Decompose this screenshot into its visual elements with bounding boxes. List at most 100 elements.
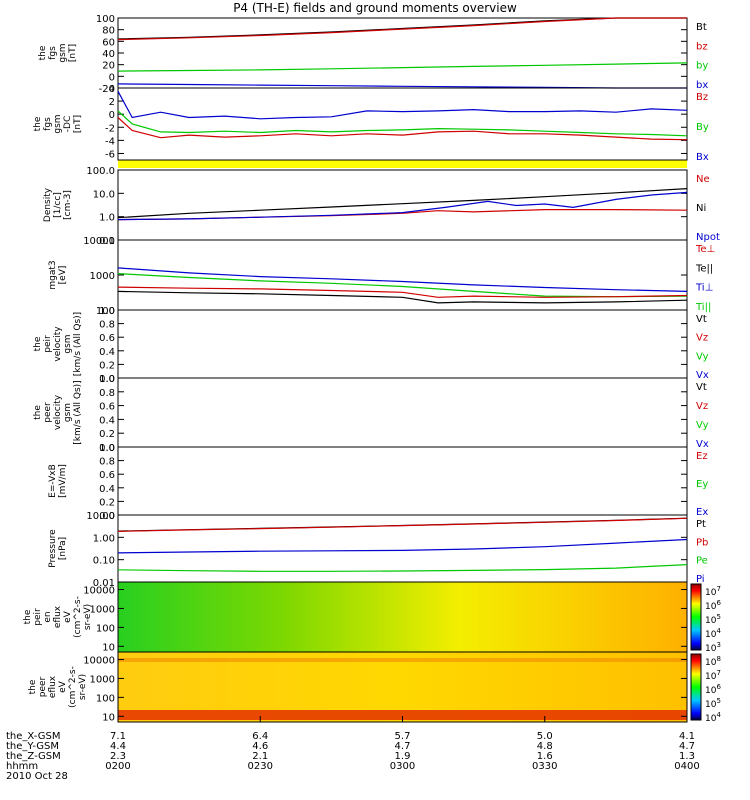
y-axis-label: velocity bbox=[53, 326, 63, 362]
panel-efield: 1.0 0.8 0.6 0.4 0.2 0.0 E=-VxB [mV/m] Ez Ey Ex bbox=[48, 443, 708, 522]
y-tick-label: 0.6 bbox=[99, 470, 115, 481]
y-tick-label: 0.0 bbox=[99, 443, 115, 454]
colorbar-label: 106 bbox=[705, 599, 721, 612]
y-axis-label: en bbox=[43, 611, 53, 622]
legend-entry: Vt bbox=[696, 382, 707, 393]
series-Bx bbox=[117, 91, 688, 120]
x-tick-label: 4.7 bbox=[395, 741, 411, 752]
series-Te⊥ bbox=[117, 286, 688, 298]
colorbar-label: 106 bbox=[705, 683, 721, 696]
legend-entry: Vx bbox=[696, 370, 709, 381]
legend-entry: Bx bbox=[696, 152, 709, 163]
legend-entry: Ey bbox=[696, 479, 708, 490]
y-tick-label: 1000 bbox=[90, 271, 115, 282]
y-tick-label: 10000 bbox=[83, 236, 115, 247]
y-tick-label: -4 bbox=[105, 136, 115, 147]
y-axis-label: gsm bbox=[63, 403, 73, 422]
series-Pb bbox=[117, 517, 688, 532]
y-tick-label: 0.01 bbox=[93, 578, 115, 589]
panel-frame bbox=[117, 169, 688, 241]
y-tick-label: 0.4 bbox=[99, 484, 115, 495]
y-tick-label: 1.0 bbox=[99, 374, 115, 385]
x-tick-label: 0230 bbox=[248, 761, 273, 772]
y-tick-label: 1000 bbox=[90, 604, 115, 615]
y-axis-label: gsm bbox=[63, 334, 73, 353]
series-Te|| bbox=[117, 290, 688, 304]
series-bx bbox=[117, 83, 687, 89]
series-Ti⊥ bbox=[117, 267, 688, 292]
legend-entry: Vt bbox=[696, 314, 707, 325]
legend-entry: Ex bbox=[696, 507, 708, 518]
y-tick-label: 0.6 bbox=[99, 402, 115, 413]
legend-entry: Te⊥ bbox=[695, 244, 715, 255]
y-tick-label: 10 bbox=[102, 642, 115, 653]
series-Ni bbox=[117, 188, 688, 219]
x-tick-label: 1.9 bbox=[395, 751, 411, 762]
y-axis-label: eV bbox=[58, 680, 68, 693]
y-tick-label: 10000 bbox=[83, 656, 115, 667]
x-tick-label: 7.1 bbox=[110, 731, 126, 742]
colorbar-label: 105 bbox=[705, 613, 721, 626]
y-tick-label: 1.0 bbox=[99, 213, 115, 224]
y-axis-label: the bbox=[33, 336, 43, 351]
y-axis-label: Density bbox=[43, 187, 53, 222]
x-tick-label: 4.7 bbox=[679, 741, 695, 752]
legend-entry: Pi bbox=[696, 574, 705, 585]
series-Pe bbox=[117, 564, 688, 572]
x-row-label: hhmm bbox=[6, 761, 38, 772]
y-tick-label: 1.0 bbox=[99, 306, 115, 317]
legend-entry: Ti|| bbox=[695, 302, 711, 313]
x-tick-label: 2.1 bbox=[252, 751, 268, 762]
y-tick-label: 100 bbox=[96, 14, 115, 25]
panel-pressure: 10.00 1.00 0.10 0.01 Pressure [nPa] Pt Pb Pe Pi bbox=[48, 511, 708, 589]
y-tick-label: 10.00 bbox=[86, 511, 115, 522]
series-Pi bbox=[117, 538, 688, 554]
y-tick-label: 0.0 bbox=[99, 511, 115, 522]
y-tick-label: 10000 bbox=[83, 586, 115, 597]
series-bz bbox=[117, 17, 687, 41]
legend-entry: Pt bbox=[696, 519, 706, 530]
legend-entry: Ti⊥ bbox=[695, 283, 713, 294]
legend-entry: bx bbox=[696, 80, 708, 91]
y-axis-label: the bbox=[23, 609, 33, 624]
legend-entry: Vx bbox=[696, 439, 709, 450]
x-tick-label: 1.6 bbox=[537, 751, 553, 762]
y-axis-label: [km/s (All Qs)] bbox=[73, 312, 83, 376]
colorbar-label: 104 bbox=[705, 711, 721, 724]
y-axis-label: peir bbox=[33, 608, 43, 626]
figure-title: P4 (TH-E) fields and ground moments over… bbox=[233, 1, 517, 15]
colorbar-label: 108 bbox=[705, 655, 721, 668]
y-axis-label: [cm-3] bbox=[63, 190, 73, 220]
spectrogram-band bbox=[118, 658, 687, 662]
x-tick-label: 1.3 bbox=[679, 751, 695, 762]
y-axis-label: eV bbox=[63, 610, 73, 623]
x-tick-label: 0200 bbox=[105, 761, 130, 772]
x-tick-label: 5.7 bbox=[395, 731, 411, 742]
y-axis-label: [nT] bbox=[68, 44, 78, 62]
y-axis-label: gsm bbox=[53, 114, 63, 133]
y-axis-label: [mV/m] bbox=[58, 464, 68, 498]
y-axis-label: the bbox=[38, 45, 48, 60]
legend-entry: bz bbox=[696, 41, 708, 52]
legend-entry: Ni bbox=[696, 203, 706, 214]
panel-peir_velocity: 1.0 0.8 0.6 0.4 0.2 0.0 the peir velocity gsm [km/… bbox=[33, 306, 709, 385]
panel-peer_velocity: 1.0 0.8 0.6 0.4 0.2 0.0 the peer velocity gsm [km/… bbox=[33, 374, 709, 454]
y-axis-label: mgat3 bbox=[48, 260, 58, 289]
y-tick-label: 0.6 bbox=[99, 333, 115, 344]
y-axis-label: E=-VxB bbox=[48, 464, 58, 498]
y-tick-label: 0.2 bbox=[99, 360, 115, 371]
y-tick-label: 1.0 bbox=[99, 443, 115, 454]
legend-entry: Vy bbox=[696, 351, 709, 362]
y-tick-label: 1.00 bbox=[93, 533, 115, 544]
colorbar-label: 103 bbox=[705, 641, 721, 654]
y-axis-label: eflux bbox=[53, 605, 63, 628]
y-axis-label: peer bbox=[38, 676, 48, 697]
x-tick-label: 6.4 bbox=[252, 731, 268, 742]
y-tick-label: 0 bbox=[109, 110, 115, 121]
x-row-label: 2010 Oct 28 bbox=[6, 771, 68, 782]
panel-frame bbox=[117, 309, 688, 379]
data-gap-strip bbox=[118, 160, 687, 168]
x-tick-label: 0330 bbox=[532, 761, 557, 772]
y-tick-label: -6 bbox=[105, 149, 115, 160]
